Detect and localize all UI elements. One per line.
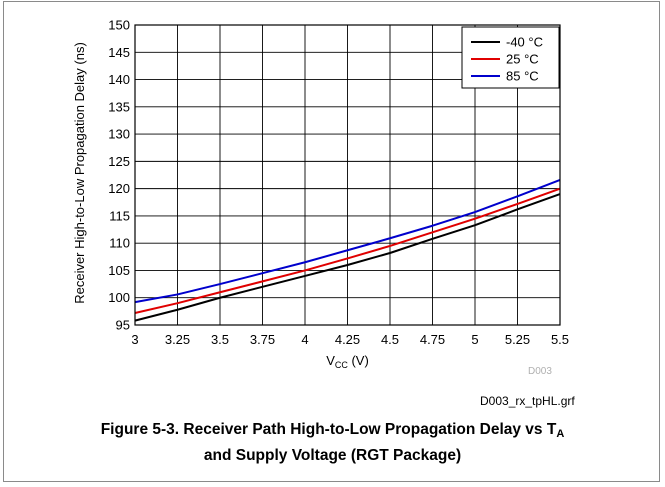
y-tick-label: 150: [108, 18, 130, 33]
y-tick-label: 110: [109, 236, 130, 251]
caption-line-1-main: Figure 5-3. Receiver Path High-to-Low Pr…: [100, 421, 557, 438]
y-tick-label: 140: [108, 72, 130, 87]
x-axis-label-main: V: [326, 353, 335, 368]
caption-line-1: Figure 5-3. Receiver Path High-to-Low Pr…: [0, 419, 665, 445]
y-tick-label: 130: [108, 127, 130, 142]
series-line: [134, 178, 561, 304]
line-chart: 3 3.25 3.5 3.75 4 4.25 4.5 4.75 5 5.25 5.5 95 100 10…: [72, 18, 569, 378]
caption-line-1-subscript: A: [556, 428, 565, 440]
x-tick-label: 4.75: [420, 332, 445, 347]
legend-label: 85 °C: [506, 69, 539, 84]
x-tick-label: 5.25: [505, 332, 530, 347]
chart-annotation: D003: [528, 366, 552, 377]
plot-border: [134, 24, 561, 326]
x-tick-label: 4.25: [335, 332, 360, 347]
x-tick-labels: 3 3.25 3.5 3.75 4 4.25 4.5 4.75 5 5.25 5.5: [131, 332, 569, 347]
legend-box: [461, 26, 560, 89]
file-label: D003_rx_tpHL.grf: [480, 394, 575, 408]
series-line: [134, 193, 561, 322]
y-tick-labels: 95 100 105 110 115 120 125 130 135 140 145 150: [108, 18, 130, 333]
x-tick-label: 5.5: [551, 332, 569, 347]
legend-label: 25 °C: [506, 52, 539, 67]
x-axis-label: VCC (V): [326, 353, 369, 370]
x-tick-label: 4: [301, 332, 308, 347]
x-axis-label-unit: (V): [348, 353, 369, 368]
y-tick-label: 125: [108, 154, 130, 169]
y-tick-label: 105: [108, 263, 130, 278]
figure-caption: Figure 5-3. Receiver Path High-to-Low Pr…: [0, 419, 665, 467]
legend: -40 °C 25 °C 85 °C: [461, 26, 560, 89]
y-axis-label: Receiver High-to-Low Propagation Delay (…: [72, 42, 87, 304]
y-tick-label: 95: [116, 318, 130, 333]
x-tick-label: 3.25: [165, 332, 190, 347]
y-tick-label: 145: [108, 45, 130, 60]
caption-line-2: and Supply Voltage (RGT Package): [203, 447, 462, 464]
x-tick-label: 3: [131, 332, 138, 347]
y-tick-label: 100: [108, 290, 130, 305]
y-tick-label: 135: [108, 99, 130, 114]
x-tick-label: 3.75: [250, 332, 275, 347]
y-tick-label: 115: [109, 208, 130, 223]
series-line: [134, 187, 561, 314]
x-tick-label: 5: [471, 332, 478, 347]
y-tick-label: 120: [108, 181, 130, 196]
x-tick-label: 3.5: [211, 332, 229, 347]
x-axis-label-sub: CC: [335, 360, 348, 370]
legend-label: -40 °C: [506, 35, 543, 50]
x-tick-label: 4.5: [381, 332, 399, 347]
series-lines: [134, 178, 561, 322]
